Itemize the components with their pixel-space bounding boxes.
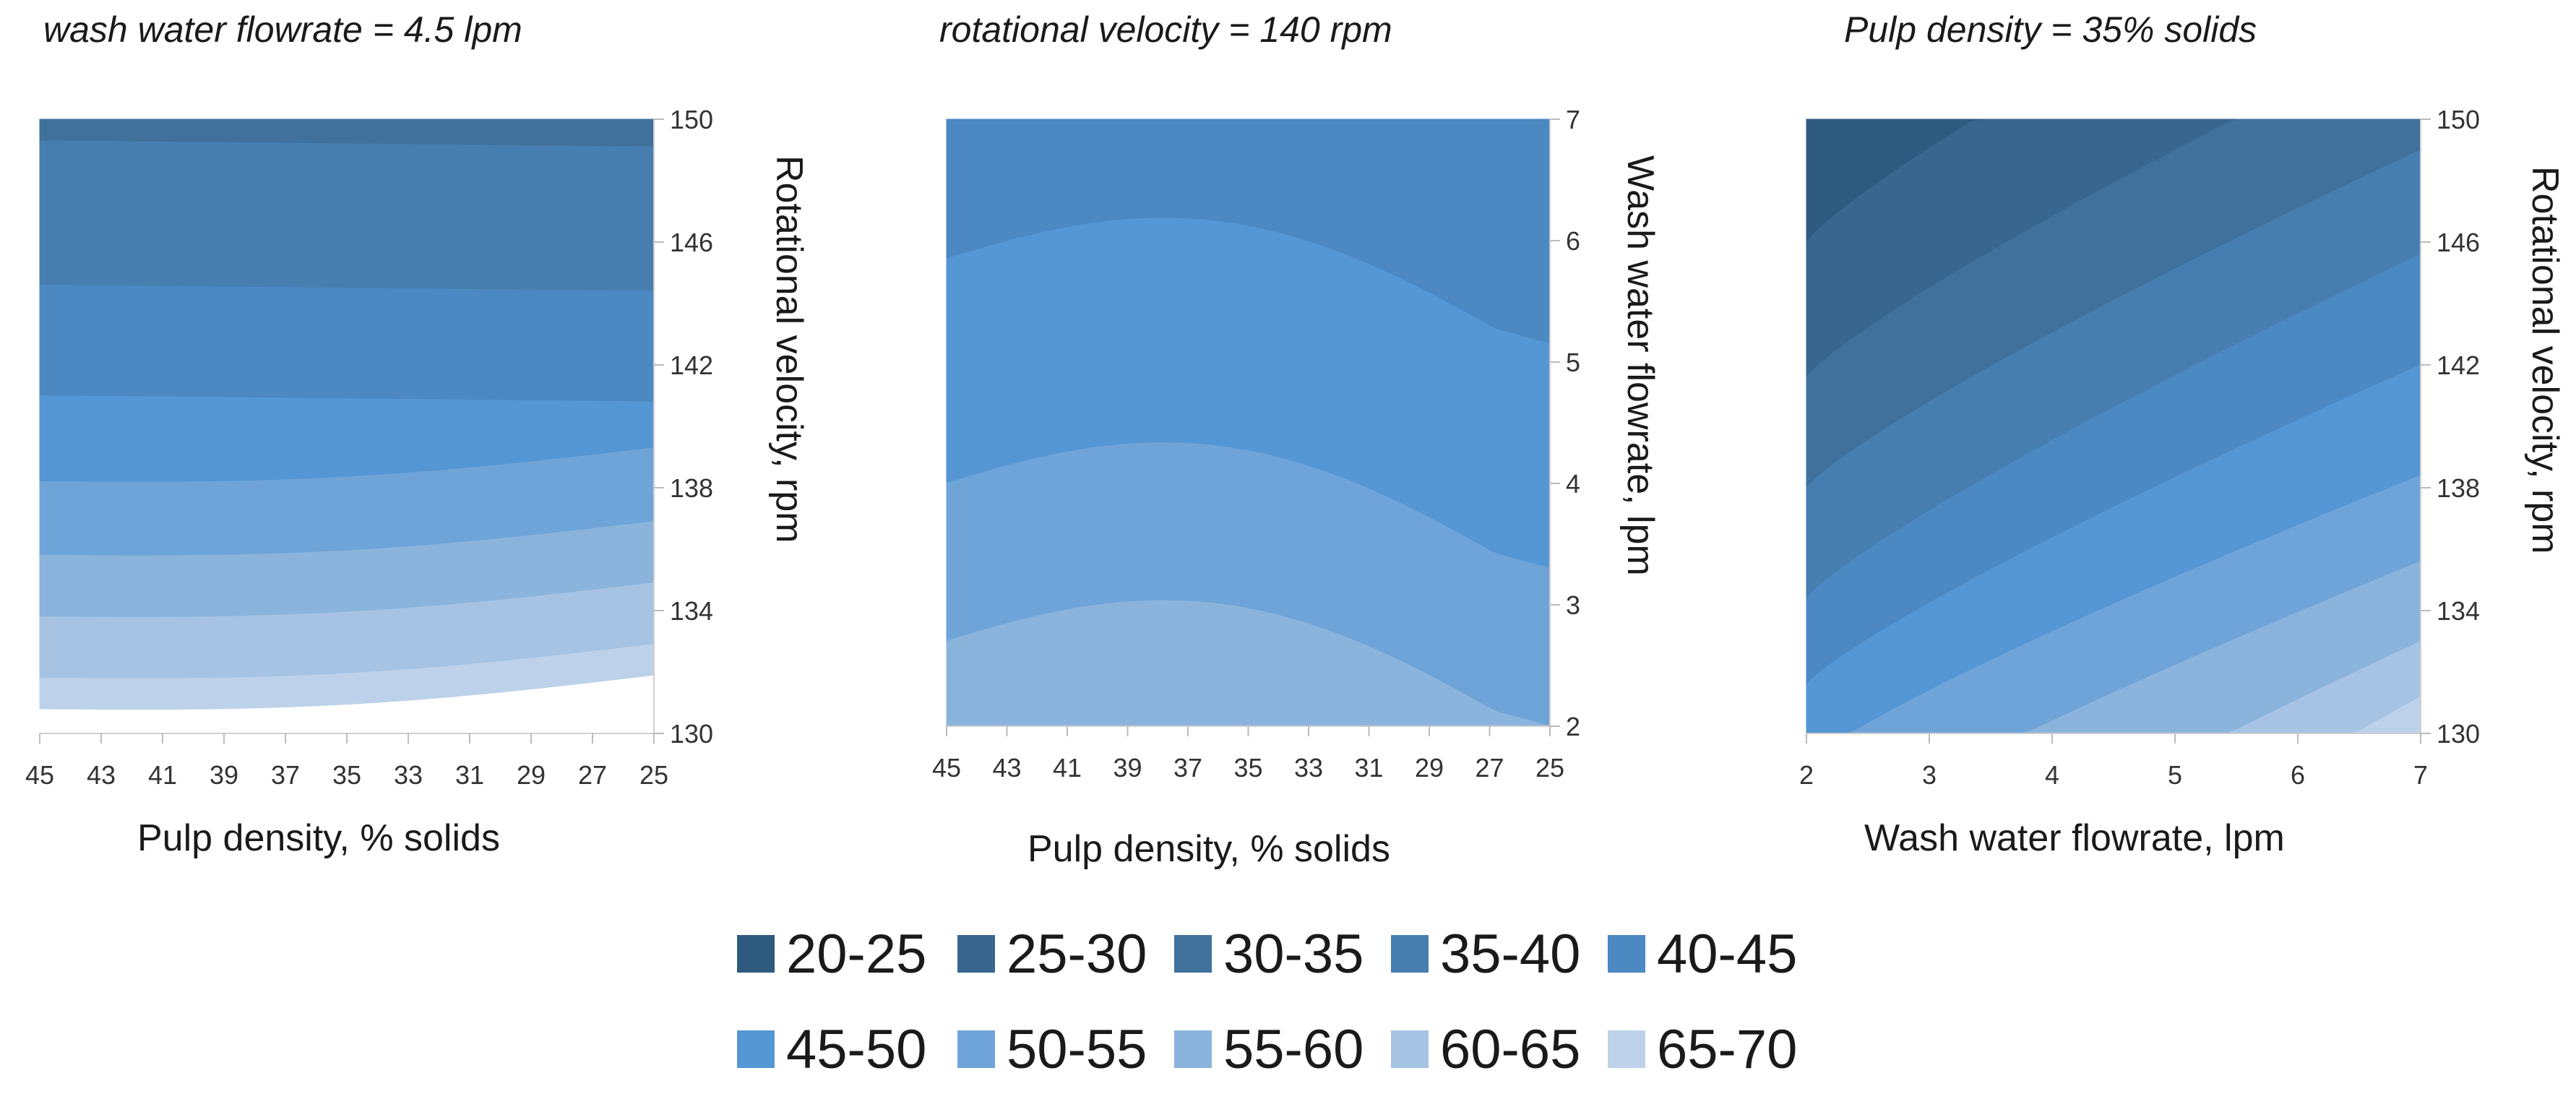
y-tick-label: 7 — [1566, 105, 1580, 134]
y-tick-label: 5 — [1566, 348, 1580, 377]
legend-label: 55-60 — [1223, 1018, 1364, 1080]
x-tick-label: 35 — [332, 760, 361, 790]
y-tick-label: 142 — [670, 350, 713, 380]
legend-item-55-60: 55-60 — [1174, 1013, 1364, 1085]
x-tick-label: 25 — [639, 760, 668, 790]
x-tick-label: 45 — [25, 760, 54, 790]
legend-row-1: 20-25 25-30 30-35 35-40 40-45 — [737, 918, 1893, 990]
legend-swatch — [957, 935, 995, 973]
y-tick-label: 138 — [670, 473, 713, 503]
legend-swatch — [1608, 1030, 1645, 1068]
chart-2-ylabel: Wash water flowrate, lpm — [1619, 155, 1661, 576]
x-tick-label: 41 — [148, 760, 177, 790]
legend-label: 40-45 — [1657, 923, 1798, 985]
y-tick-label: 146 — [670, 228, 713, 257]
x-tick-label: 3 — [1922, 760, 1937, 790]
x-tick-label: 33 — [394, 760, 423, 790]
legend-item-50-55: 50-55 — [957, 1013, 1147, 1085]
y-tick-label: 4 — [1566, 469, 1580, 499]
chart-panel-1: wash water flowrate = 4.5 lpm 150 146 142 1… — [0, 0, 838, 889]
y-tick-label: 142 — [2437, 350, 2480, 380]
chart-panel-3: Pulp density = 35% solids 150 146 142 138 13… — [1734, 0, 2576, 889]
x-tick-label: 7 — [2413, 760, 2428, 790]
legend-item-20-25: 20-25 — [737, 918, 926, 990]
legend-swatch — [1174, 935, 1212, 973]
y-tick-label: 2 — [1566, 712, 1580, 741]
chart-3-xlabel: Wash water flowrate, lpm — [1864, 817, 2285, 859]
chart-3-title: Pulp density = 35% solids — [1844, 9, 2257, 50]
legend-label: 30-35 — [1223, 923, 1364, 985]
y-tick-label: 146 — [2437, 228, 2480, 257]
y-tick-label: 134 — [2437, 596, 2480, 626]
x-tick-label: 39 — [1113, 753, 1142, 783]
chart-1-plot: 150 146 142 138 134 130 45 43 41 39 37 35 33 31 29 27 25 — [25, 105, 713, 790]
x-tick-label: 43 — [992, 753, 1021, 783]
legend-item-65-70: 65-70 — [1608, 1013, 1797, 1085]
x-tick-label: 29 — [1415, 753, 1444, 783]
chart-panel-2: rotational velocity = 140 rpm 7 6 5 4 3 2 45 43… — [867, 0, 1698, 889]
chart-2-xlabel: Pulp density, % solids — [1028, 828, 1390, 870]
x-tick-label: 31 — [455, 760, 484, 790]
legend-item-30-35: 30-35 — [1174, 918, 1364, 990]
contour-band-35-40 — [39, 140, 655, 292]
x-tick-label: 41 — [1053, 753, 1082, 783]
legend-swatch — [1391, 1030, 1429, 1068]
legend-swatch — [1174, 1030, 1212, 1068]
legend-item-40-45: 40-45 — [1608, 918, 1797, 990]
legend-label: 50-55 — [1007, 1018, 1147, 1080]
legend-item-45-50: 45-50 — [737, 1013, 926, 1085]
x-tick-label: 25 — [1535, 753, 1564, 783]
x-tick-label: 5 — [2168, 760, 2182, 790]
y-tick-label: 138 — [2437, 473, 2480, 503]
chart-1-title: wash water flowrate = 4.5 lpm — [43, 9, 522, 50]
x-tick-label: 45 — [932, 753, 961, 783]
legend-swatch — [737, 1030, 775, 1068]
chart-3-plot: 150 146 142 138 134 130 2 3 4 5 6 7 — [1799, 105, 2480, 790]
legend-swatch — [957, 1030, 995, 1068]
legend-label: 25-30 — [1007, 923, 1147, 985]
y-tick-label: 150 — [2437, 105, 2480, 134]
x-tick-label: 6 — [2291, 760, 2305, 790]
chart-1-xlabel: Pulp density, % solids — [137, 817, 500, 859]
legend-item-60-65: 60-65 — [1391, 1013, 1580, 1085]
x-tick-label: 33 — [1294, 753, 1323, 783]
x-tick-label: 43 — [87, 760, 116, 790]
y-tick-label: 6 — [1566, 226, 1580, 256]
chart-2-title: rotational velocity = 140 rpm — [939, 9, 1392, 50]
legend-label: 20-25 — [786, 923, 927, 985]
x-tick-label: 4 — [2045, 760, 2059, 790]
legend-item-25-30: 25-30 — [957, 918, 1147, 990]
x-tick-label: 31 — [1354, 753, 1383, 783]
chart-3-ylabel: Rotational velocity, rpm — [2524, 166, 2566, 554]
legend-label: 65-70 — [1657, 1018, 1798, 1080]
legend-swatch — [1608, 935, 1645, 973]
legend-swatch — [737, 935, 775, 973]
x-tick-label: 2 — [1799, 760, 1814, 790]
x-tick-label: 37 — [271, 760, 300, 790]
legend-label: 60-65 — [1440, 1018, 1581, 1080]
legend-label: 35-40 — [1440, 923, 1581, 985]
legend-swatch — [1391, 935, 1429, 973]
x-tick-label: 37 — [1173, 753, 1202, 783]
x-tick-label: 39 — [210, 760, 238, 790]
x-tick-label: 27 — [1475, 753, 1504, 783]
chart-1-ylabel: Rotational velocity, rpm — [768, 155, 810, 543]
y-tick-label: 150 — [670, 105, 713, 134]
y-tick-label: 130 — [2437, 719, 2480, 749]
y-tick-label: 134 — [670, 596, 713, 626]
x-tick-label: 29 — [517, 760, 546, 790]
contour-band-40-45 — [39, 284, 655, 402]
legend-row-2: 45-50 50-55 55-60 60-65 65-70 — [737, 1013, 1893, 1085]
y-tick-label: 3 — [1566, 590, 1580, 620]
legend-item-35-40: 35-40 — [1391, 918, 1580, 990]
y-tick-label: 130 — [670, 719, 713, 749]
legend-label: 45-50 — [786, 1018, 927, 1080]
x-tick-label: 35 — [1233, 753, 1262, 783]
x-tick-label: 27 — [578, 760, 607, 790]
